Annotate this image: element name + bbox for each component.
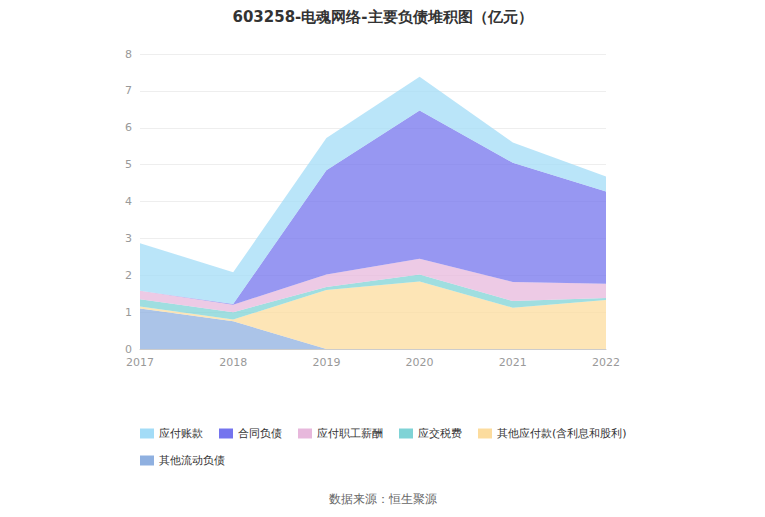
svg-text:1: 1 [125,306,132,319]
svg-text:应付职工薪酬: 应付职工薪酬 [317,427,383,440]
svg-text:3: 3 [125,232,132,245]
svg-text:2022: 2022 [592,356,620,369]
svg-text:应交税费: 应交税费 [418,427,462,440]
svg-text:2: 2 [125,269,132,282]
svg-text:0: 0 [125,343,132,356]
svg-text:2021: 2021 [499,356,527,369]
svg-text:8: 8 [125,48,132,61]
svg-text:应付账款: 应付账款 [159,427,203,440]
svg-text:6: 6 [125,121,132,134]
svg-text:2017: 2017 [126,356,154,369]
svg-text:其他应付款(含利息和股利): 其他应付款(含利息和股利) [497,427,627,440]
svg-text:2019: 2019 [312,356,340,369]
svg-text:4: 4 [125,195,132,208]
svg-text:数据来源：恒生聚源: 数据来源：恒生聚源 [329,492,437,506]
svg-text:603258-电魂网络-主要负债堆积图（亿元）: 603258-电魂网络-主要负债堆积图（亿元） [232,8,532,26]
svg-text:7: 7 [125,84,132,97]
svg-text:2018: 2018 [219,356,247,369]
svg-text:其他流动负债: 其他流动负债 [159,454,225,467]
svg-text:合同负债: 合同负债 [238,427,282,440]
svg-text:2020: 2020 [406,356,434,369]
svg-text:5: 5 [125,158,132,171]
